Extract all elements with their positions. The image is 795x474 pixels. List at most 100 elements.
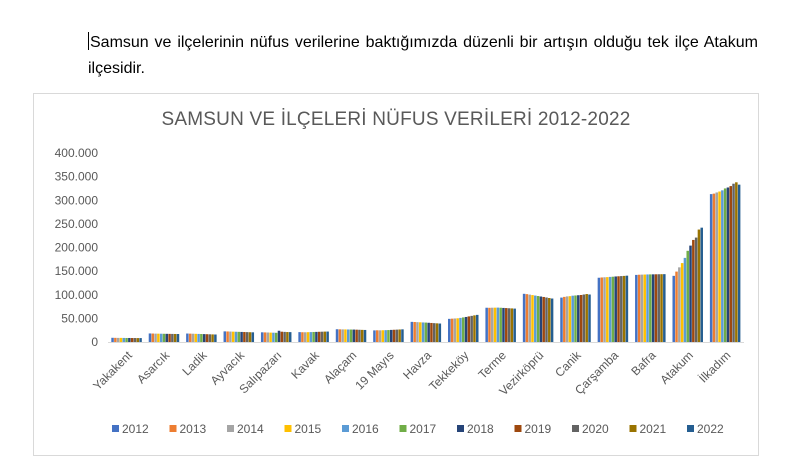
text-cursor (88, 32, 89, 50)
bar-2012 (672, 275, 675, 342)
bar-2020 (433, 323, 436, 342)
bar-2019 (317, 331, 321, 342)
bar-2022 (438, 323, 442, 342)
bar-2014 (565, 296, 569, 342)
bar-2020 (507, 308, 511, 342)
bar-2017 (274, 332, 278, 342)
legend-swatch-2021 (629, 425, 637, 432)
bar-2016 (159, 333, 163, 342)
bar-2021 (473, 315, 476, 342)
bar-2012 (635, 274, 638, 342)
bar-2016 (122, 337, 126, 342)
bar-2017 (462, 317, 465, 342)
bar-2017 (237, 331, 241, 342)
x-tick-label: Tekkeköy (426, 348, 471, 393)
bar-2019 (430, 322, 433, 342)
bar-2013 (263, 332, 267, 342)
bar-2020 (395, 329, 399, 342)
bar-2021 (323, 331, 327, 342)
bar-2016 (646, 274, 649, 342)
legend-swatch-2020 (572, 425, 579, 432)
bar-2017 (536, 296, 540, 342)
bar-2014 (303, 332, 307, 342)
bar-2017 (499, 307, 502, 342)
bar-2012 (560, 297, 563, 342)
x-tick-label: Canik (552, 348, 584, 380)
bar-2016 (309, 332, 313, 342)
bar-2013 (600, 277, 603, 342)
bar-2012 (709, 194, 713, 342)
bar-2021 (136, 338, 140, 342)
bar-2017 (200, 334, 203, 342)
y-tick-label: 300.000 (55, 193, 99, 207)
legend-label: 2013 (180, 422, 207, 436)
chart-frame[interactable]: SAMSUN VE İLÇELERİ NÜFUS VERİLERİ 2012-2… (33, 93, 759, 456)
bar-2022 (588, 294, 591, 342)
x-tick-label: Kavak (288, 348, 322, 382)
bar-2012 (373, 330, 376, 342)
bar-2021 (211, 334, 214, 342)
paragraph-text: Samsun ve ilçelerinin nüfus verilerine b… (88, 34, 758, 77)
bar-2018 (165, 333, 169, 342)
bar-2019 (355, 329, 358, 342)
bar-2014 (266, 332, 270, 342)
bar-2013 (450, 318, 454, 342)
bar-2021 (585, 294, 588, 342)
bar-2018 (277, 330, 281, 342)
bar-2017 (162, 333, 166, 342)
legend-label: 2022 (697, 422, 724, 436)
bar-2015 (269, 332, 272, 342)
y-tick-label: 150.000 (55, 264, 99, 278)
bar-2014 (154, 333, 157, 342)
bar-2016 (421, 322, 425, 342)
bar-2012 (148, 333, 152, 342)
legend-label: 2021 (640, 422, 667, 436)
bar-2014 (116, 337, 120, 342)
bar-2018 (577, 295, 580, 342)
bar-2015 (344, 329, 347, 342)
bar-2013 (637, 274, 641, 342)
chart-title: SAMSUN VE İLÇELERİ NÜFUS VERİLERİ 2012-2… (161, 109, 631, 130)
bar-2013 (114, 337, 117, 342)
x-tick-label: Yakakent (90, 348, 135, 393)
legend-label: 2015 (295, 422, 322, 436)
bar-2019 (392, 329, 396, 342)
bar-2015 (456, 318, 459, 342)
legend-label: 2019 (525, 422, 552, 436)
bar-2020 (208, 334, 212, 342)
bar-2019 (542, 296, 545, 342)
bar-2022 (139, 338, 142, 342)
bar-2022 (251, 332, 255, 342)
bar-2022 (214, 334, 217, 342)
bar-2022 (625, 275, 629, 342)
bar-2022 (363, 329, 367, 342)
legend-swatch-2016 (342, 425, 349, 432)
bar-2012 (522, 293, 526, 342)
bar-2013 (675, 271, 678, 342)
bar-2018 (202, 334, 206, 342)
bar-2015 (568, 296, 572, 342)
bar-2015 (680, 263, 684, 342)
bar-2012 (260, 332, 264, 342)
bar-2013 (375, 330, 379, 342)
bar-2014 (453, 318, 457, 342)
bar-2016 (721, 190, 724, 342)
bar-2017 (723, 188, 727, 342)
bar-2016 (384, 330, 387, 342)
bar-2014 (229, 331, 232, 342)
bar-2015 (231, 331, 235, 342)
y-tick-label: 350.000 (55, 170, 99, 184)
bar-2019 (243, 332, 246, 342)
bar-2014 (416, 322, 419, 342)
x-tick-label: 19 Mayıs (352, 348, 396, 392)
bar-2012 (223, 331, 227, 342)
bar-2017 (611, 276, 615, 342)
bar-2017 (125, 337, 128, 342)
bar-2015 (119, 337, 123, 342)
bar-2019 (168, 333, 171, 342)
bar-2012 (485, 307, 488, 342)
bar-2020 (320, 331, 324, 342)
bar-2019 (280, 331, 284, 342)
bar-2019 (205, 334, 209, 342)
bar-2018 (427, 322, 430, 342)
